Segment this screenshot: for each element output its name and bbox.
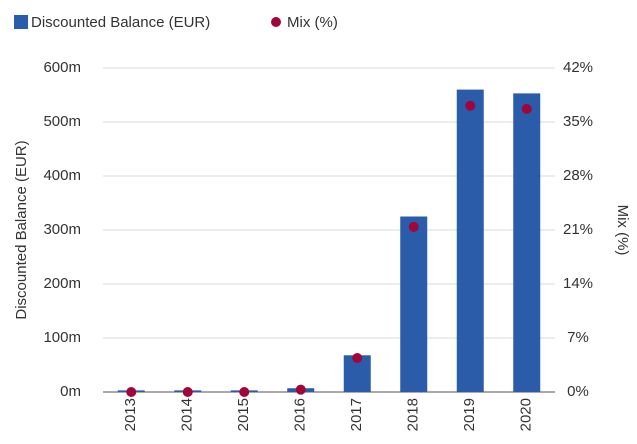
y-tick-label: 200m: [43, 275, 81, 292]
y-tick-label: 400m: [43, 167, 81, 184]
x-tick-label: 2020: [518, 398, 535, 431]
y-tick-label: 500m: [43, 113, 81, 130]
bar: [400, 216, 428, 392]
x-tick-label: 2019: [461, 398, 478, 431]
dot: [521, 103, 532, 114]
bar: [513, 93, 541, 392]
y-tick-label: 600m: [43, 59, 81, 76]
x-tick-label: 2017: [348, 398, 365, 431]
y2-tick-label: 14%: [563, 275, 593, 292]
x-tick-label: 2013: [122, 398, 139, 431]
y-tick-label: 300m: [43, 221, 81, 238]
x-tick-label: 2016: [292, 398, 309, 431]
dot: [182, 387, 193, 397]
x-tick-label: 2015: [235, 398, 252, 431]
y2-axis-title: Mix (%): [614, 205, 631, 256]
bar: [456, 89, 484, 392]
y2-tick-label: 42%: [563, 59, 593, 76]
dot: [295, 384, 306, 395]
y2-tick-label: 35%: [563, 113, 593, 130]
y2-tick-label: 21%: [563, 221, 593, 238]
y-tick-label: 0m: [60, 383, 81, 400]
dot: [465, 100, 476, 111]
x-tick-label: 2018: [405, 398, 422, 431]
y2-tick-label: 0%: [567, 383, 589, 400]
y2-tick-label: 28%: [563, 167, 593, 184]
dot: [126, 387, 137, 397]
legend-swatch: [14, 15, 28, 29]
dot: [352, 353, 363, 364]
x-tick-label: 2014: [179, 398, 196, 431]
legend-swatch: [271, 17, 281, 27]
y-tick-label: 100m: [43, 329, 81, 346]
dot: [408, 221, 419, 232]
legend-label: Mix (%): [287, 14, 338, 31]
y2-tick-label: 7%: [567, 329, 589, 346]
dot: [239, 387, 250, 397]
legend-label: Discounted Balance (EUR): [31, 14, 210, 31]
y-axis-title: Discounted Balance (EUR): [13, 140, 30, 319]
